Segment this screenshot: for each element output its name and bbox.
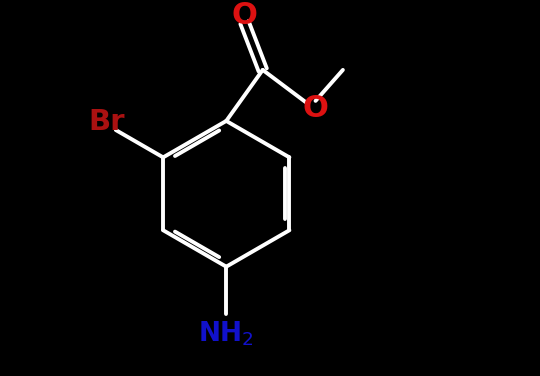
Text: O: O (302, 94, 328, 123)
Text: Br: Br (89, 108, 125, 136)
Text: NH$_2$: NH$_2$ (198, 320, 254, 348)
Text: O: O (232, 1, 258, 30)
